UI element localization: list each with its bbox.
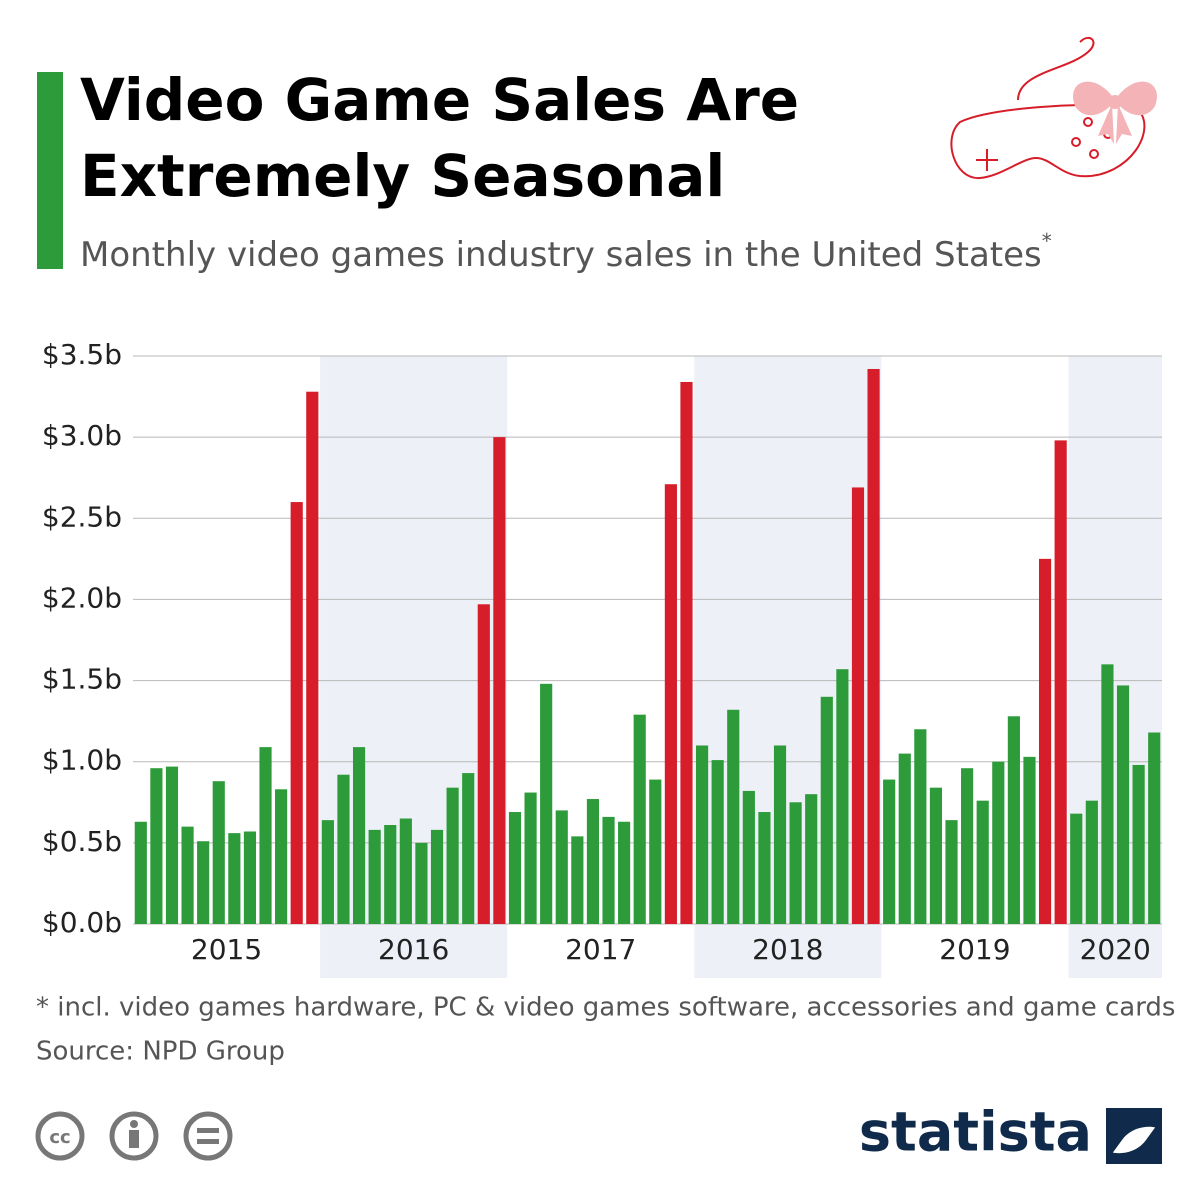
bar bbox=[664, 484, 677, 924]
x-tick-label: 2017 bbox=[565, 933, 636, 966]
bar bbox=[1148, 732, 1161, 924]
bar bbox=[228, 833, 241, 924]
bar bbox=[851, 487, 865, 924]
bar bbox=[961, 768, 974, 924]
bar bbox=[415, 842, 428, 924]
bar bbox=[727, 709, 740, 924]
bar bbox=[898, 753, 911, 924]
subtitle-mark: * bbox=[1042, 229, 1052, 253]
bar bbox=[477, 604, 490, 924]
bar bbox=[992, 761, 1005, 924]
bar bbox=[1023, 756, 1036, 924]
bar bbox=[758, 812, 771, 924]
bar bbox=[805, 794, 818, 924]
bar bbox=[259, 747, 272, 924]
chart-title: Video Game Sales Are bbox=[80, 66, 799, 134]
y-tick-label: $0.0b bbox=[42, 906, 122, 939]
subtitle-text: Monthly video games industry sales in th… bbox=[80, 235, 1042, 275]
license-glyphs: cc bbox=[49, 1120, 219, 1148]
bar bbox=[789, 802, 802, 924]
accent-bar bbox=[37, 72, 63, 269]
x-tick-label: 2019 bbox=[939, 933, 1010, 966]
footnote: * incl. video games hardware, PC & video… bbox=[36, 993, 1175, 1023]
bar bbox=[929, 787, 943, 924]
bar bbox=[976, 800, 989, 924]
bow-icon bbox=[1073, 81, 1157, 144]
bar bbox=[867, 368, 880, 924]
bar bbox=[633, 714, 646, 924]
bar bbox=[1085, 800, 1098, 924]
bar bbox=[1038, 558, 1052, 924]
bar bbox=[368, 829, 381, 924]
bar bbox=[399, 818, 412, 924]
bar bbox=[602, 816, 615, 924]
chart-subtitle: Monthly video games industry sales in th… bbox=[80, 229, 1052, 275]
bar bbox=[493, 437, 506, 924]
license-icons bbox=[35, 1111, 233, 1161]
bar bbox=[150, 768, 163, 924]
bar bbox=[742, 790, 755, 924]
bar bbox=[1132, 764, 1145, 924]
bar bbox=[540, 683, 553, 924]
bar bbox=[773, 745, 787, 924]
bar bbox=[680, 381, 693, 925]
bar bbox=[1070, 813, 1083, 924]
bar bbox=[836, 669, 849, 924]
bar bbox=[618, 821, 631, 924]
group-shade bbox=[694, 356, 882, 978]
chart-title: Extremely Seasonal bbox=[80, 142, 725, 210]
source: Source: NPD Group bbox=[36, 1037, 285, 1067]
bar bbox=[165, 766, 179, 924]
bar bbox=[820, 696, 833, 924]
bar bbox=[1007, 716, 1020, 924]
y-tick-label: $1.5b bbox=[42, 663, 122, 696]
bar bbox=[524, 792, 537, 924]
bar bbox=[181, 826, 194, 924]
bar bbox=[212, 781, 225, 924]
y-tick-label: $3.0b bbox=[42, 419, 122, 452]
bar bbox=[462, 773, 475, 924]
bar bbox=[243, 831, 257, 924]
brand-mark bbox=[1106, 1108, 1162, 1164]
bar bbox=[914, 729, 927, 924]
y-tick-label: $0.5b bbox=[42, 825, 122, 858]
bar bbox=[1116, 685, 1130, 924]
x-tick-label: 2015 bbox=[191, 933, 262, 966]
bar bbox=[586, 799, 600, 924]
cc-glyph: cc bbox=[49, 1127, 70, 1148]
bar bbox=[945, 820, 958, 924]
bar bbox=[134, 821, 147, 924]
x-tick-label: 2016 bbox=[378, 933, 449, 966]
bar bbox=[337, 774, 350, 924]
bar bbox=[384, 825, 397, 924]
group-shade bbox=[1068, 356, 1162, 978]
bar bbox=[508, 812, 522, 924]
bar bbox=[430, 829, 444, 924]
bar bbox=[290, 502, 303, 924]
bar bbox=[1101, 664, 1114, 924]
bar bbox=[883, 779, 896, 924]
bar bbox=[1054, 440, 1067, 924]
group-shade bbox=[320, 356, 508, 978]
bar bbox=[352, 747, 366, 924]
y-tick-label: $2.5b bbox=[42, 500, 122, 533]
x-tick-label: 2018 bbox=[752, 933, 823, 966]
bar bbox=[711, 760, 724, 924]
bar bbox=[571, 836, 584, 924]
bar bbox=[306, 391, 319, 924]
bar bbox=[555, 810, 568, 924]
bar bbox=[197, 841, 210, 924]
bar bbox=[649, 779, 662, 924]
bar bbox=[695, 745, 709, 924]
brand-logo: statista bbox=[859, 1101, 1092, 1164]
x-tick-label: 2020 bbox=[1080, 933, 1151, 966]
y-tick-label: $3.5b bbox=[42, 338, 122, 371]
y-tick-label: $1.0b bbox=[42, 744, 122, 777]
bar bbox=[446, 787, 459, 924]
y-tick-label: $2.0b bbox=[42, 581, 122, 614]
bar bbox=[321, 820, 334, 924]
bar bbox=[275, 789, 288, 924]
